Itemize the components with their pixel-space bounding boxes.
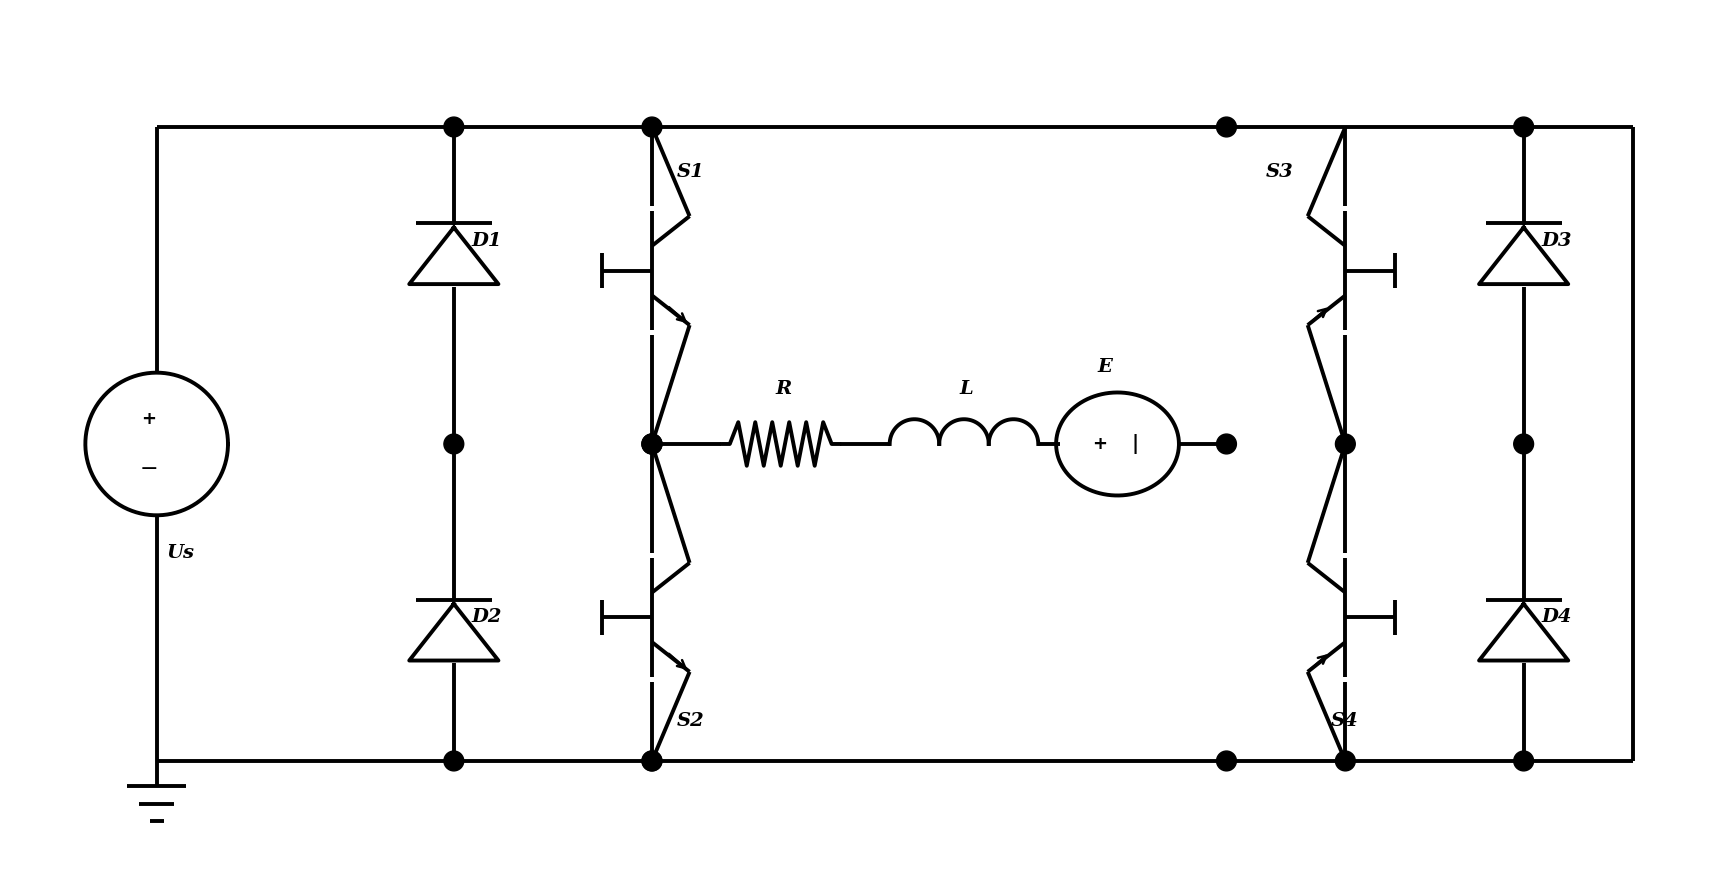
Circle shape	[643, 434, 662, 453]
Circle shape	[444, 117, 464, 137]
Text: D4: D4	[1541, 608, 1572, 627]
Text: S3: S3	[1267, 163, 1294, 180]
Text: S1: S1	[677, 163, 704, 180]
Text: |: |	[1131, 434, 1138, 454]
Circle shape	[1335, 434, 1356, 453]
Text: D1: D1	[471, 232, 502, 250]
Circle shape	[643, 434, 662, 453]
Text: D3: D3	[1541, 232, 1572, 250]
Circle shape	[1335, 751, 1356, 771]
Circle shape	[1217, 751, 1236, 771]
Circle shape	[1513, 751, 1534, 771]
Text: Us: Us	[166, 544, 195, 562]
Circle shape	[643, 751, 662, 771]
Circle shape	[444, 434, 464, 453]
Circle shape	[1217, 434, 1236, 453]
Circle shape	[1513, 117, 1534, 137]
Text: S4: S4	[1330, 713, 1357, 730]
Circle shape	[1513, 434, 1534, 453]
Text: S2: S2	[677, 713, 704, 730]
Text: R: R	[776, 380, 792, 399]
Text: −: −	[139, 459, 158, 479]
Circle shape	[444, 751, 464, 771]
Text: D2: D2	[471, 608, 502, 627]
Text: +: +	[141, 410, 156, 428]
Text: +: +	[1092, 435, 1107, 453]
Text: L: L	[960, 380, 974, 399]
Circle shape	[1217, 117, 1236, 137]
Circle shape	[643, 434, 662, 453]
Text: E: E	[1097, 358, 1112, 376]
Circle shape	[643, 751, 662, 771]
Circle shape	[643, 117, 662, 137]
